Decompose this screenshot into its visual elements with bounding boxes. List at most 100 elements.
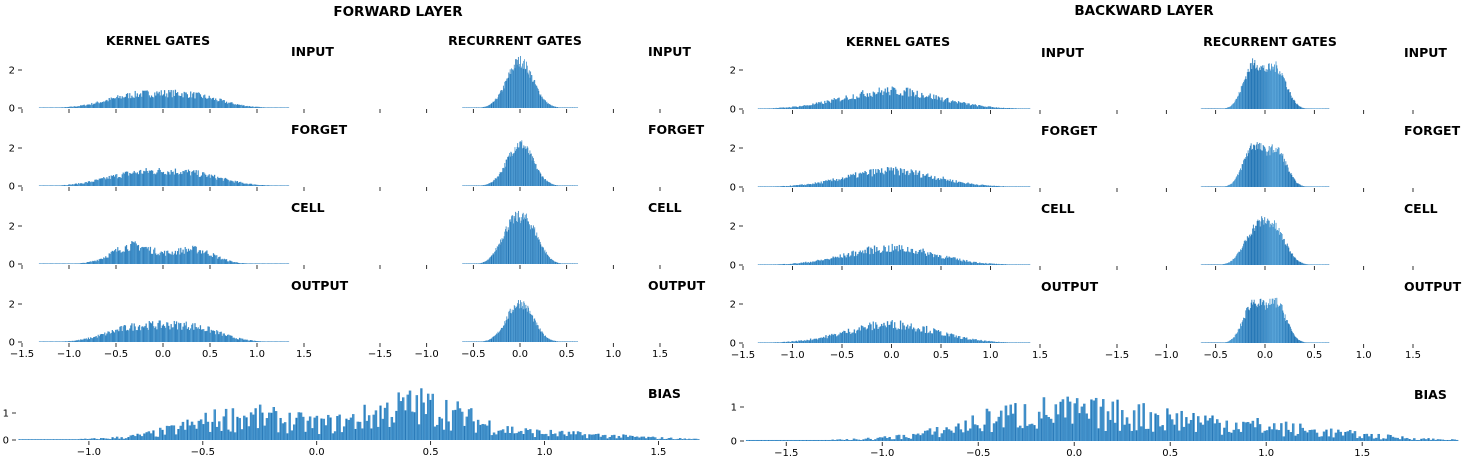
forward-kernel-output-bar xyxy=(70,341,72,342)
backward-recurrent-forget-bar xyxy=(1298,183,1300,187)
forward-kernel-forget-bar xyxy=(155,174,157,186)
forward-recurrent-cell-bar xyxy=(552,260,554,264)
backward-bias-bar xyxy=(1405,437,1409,441)
backward-kernel-input-histogram xyxy=(742,86,1041,114)
forward-kernel-output-bar xyxy=(112,331,115,342)
backward-recurrent-cell-bar xyxy=(1203,264,1205,265)
forward-recurrent-input-bar xyxy=(560,107,561,108)
forward-kernel-cell-bar xyxy=(196,253,198,264)
forward-kernel-output-xtick-label: 0.0 xyxy=(155,349,171,360)
forward-bias-histogram: 01−1.0 −0.5 0.0 0.5 1.0 1.5 xyxy=(3,388,700,458)
backward-kernel-cell-bar xyxy=(927,252,929,265)
backward-kernel-cell-bar xyxy=(863,253,865,265)
forward-kernel-input-bar xyxy=(76,106,79,108)
backward-recurrent-cell-bar xyxy=(1306,264,1308,265)
backward-kernel-output-xtick-label: −0.5 xyxy=(830,350,854,361)
forward-kernel-input-bar xyxy=(80,105,82,108)
forward-bias-bar xyxy=(411,411,414,440)
backward-kernel-forget-bar xyxy=(799,184,801,187)
forward-kernel-cell-bar xyxy=(199,250,202,264)
backward-kernel-forget-bar xyxy=(893,174,896,187)
forward-kernel-cell-bar xyxy=(250,263,253,264)
forward-kernel-forget-bar xyxy=(135,173,137,186)
backward-kernel-cell-bar xyxy=(963,260,966,265)
backward-kernel-cell-bar xyxy=(840,257,843,265)
forward-bias-bar xyxy=(690,439,693,440)
forward-kernel-forget-bar xyxy=(279,185,281,186)
backward-recurrent-output-bar xyxy=(1213,342,1215,343)
backward-kernel-output-bar xyxy=(946,332,948,343)
backward-recurrent-input-bar xyxy=(1268,63,1270,109)
backward-kernel-output-bar xyxy=(896,329,898,343)
backward-bias-bar xyxy=(921,433,925,441)
forward-kernel-input-bar xyxy=(145,90,147,108)
forward-kernel-cell-bar xyxy=(115,248,117,264)
forward-recurrent-forget-bar xyxy=(573,185,575,186)
forward-recurrent-cell-bar xyxy=(487,259,489,264)
backward-kernel-output-bar xyxy=(929,330,931,343)
backward-recurrent-output-bar xyxy=(1221,342,1223,343)
forward-recurrent-output-bar xyxy=(464,341,466,342)
backward-kernel-output-bar xyxy=(812,339,814,343)
backward-kernel-forget-bar xyxy=(779,186,781,187)
forward-recurrent-input-bar xyxy=(537,88,539,108)
backward-bias-bar xyxy=(833,439,837,441)
forward-bias-bar xyxy=(145,432,148,440)
forward-kernel-cell-bar xyxy=(183,253,185,264)
forward-recurrent-input-bar xyxy=(485,106,487,108)
backward-recurrent-forget-bar xyxy=(1312,186,1314,187)
forward-kernel-output-bar xyxy=(125,330,128,342)
forward-kernel-cell-bar xyxy=(147,247,149,264)
forward-bias-bar xyxy=(338,414,341,440)
forward-recurrent-cell-bar xyxy=(538,239,540,264)
forward-recurrent-input-bar xyxy=(530,75,532,108)
backward-recurrent-input-bar xyxy=(1282,75,1284,109)
backward-recurrent-input-bar xyxy=(1209,108,1211,109)
forward-kernel-cell-bar xyxy=(283,263,285,264)
forward-kernel-forget-bar xyxy=(270,185,272,186)
backward-recurrent-cell-bar xyxy=(1206,264,1208,265)
backward-bias-bar xyxy=(864,438,868,441)
backward-recurrent-input-bar xyxy=(1206,108,1208,109)
forward-bias-bar xyxy=(604,434,607,440)
forward-bias-bar xyxy=(159,427,162,440)
backward-bias-bar xyxy=(888,436,891,441)
forward-kernel-cell-bar xyxy=(61,263,63,264)
backward-recurrent-output-bar xyxy=(1246,308,1248,343)
backward-kernel-forget-bar xyxy=(867,174,870,187)
forward-kernel-output-bar xyxy=(40,341,42,342)
forward-kernel-cell-bar xyxy=(277,263,279,264)
forward-kernel-cell-bar xyxy=(267,263,269,264)
forward-kernel-output-bar xyxy=(174,324,177,342)
forward-kernel-output-bar xyxy=(277,341,279,342)
backward-recurrent-output-bar xyxy=(1265,302,1267,343)
backward-kernel-forget-histogram xyxy=(742,166,1041,192)
backward-recurrent-forget-bar xyxy=(1209,186,1211,187)
forward-recurrent-output-bar xyxy=(498,331,500,342)
backward-kernel-input-bar xyxy=(953,101,955,109)
backward-kernel-input-bar xyxy=(949,102,951,109)
forward-recurrent-cell-bar xyxy=(558,263,560,264)
backward-recurrent-forget-bar xyxy=(1310,186,1312,187)
backward-recurrent-output-bar xyxy=(1218,342,1220,343)
forward-recurrent-cell-bar xyxy=(492,253,494,264)
forward-kernel-output-bar xyxy=(100,334,103,342)
forward-recurrent-output-bar xyxy=(544,336,546,342)
backward-recurrent-output-bar xyxy=(1252,304,1254,343)
forward-kernel-cell-bar xyxy=(82,262,84,264)
backward-kernel-input-bar xyxy=(973,104,975,109)
backward-recurrent-cell-bar xyxy=(1282,239,1284,265)
forward-kernel-input-bar xyxy=(149,97,152,108)
backward-recurrent-forget-bar xyxy=(1222,186,1224,187)
backward-recurrent-output-bar xyxy=(1282,310,1284,343)
backward-bias-bar xyxy=(997,416,1001,441)
forward-recurrent-forget-bar xyxy=(503,168,505,186)
forward-kernel-input-histogram xyxy=(21,89,305,113)
forward-recurrent-input-bar xyxy=(522,68,524,108)
forward-recurrent-forget-bar xyxy=(543,177,544,186)
backward-recurrent-output-bar xyxy=(1292,332,1294,343)
backward-kernel-cell-bar xyxy=(848,256,851,265)
forward-kernel-input-bar xyxy=(153,97,155,108)
backward-bias-bar xyxy=(1372,438,1376,441)
forward-recurrent-output-bar xyxy=(559,341,561,342)
